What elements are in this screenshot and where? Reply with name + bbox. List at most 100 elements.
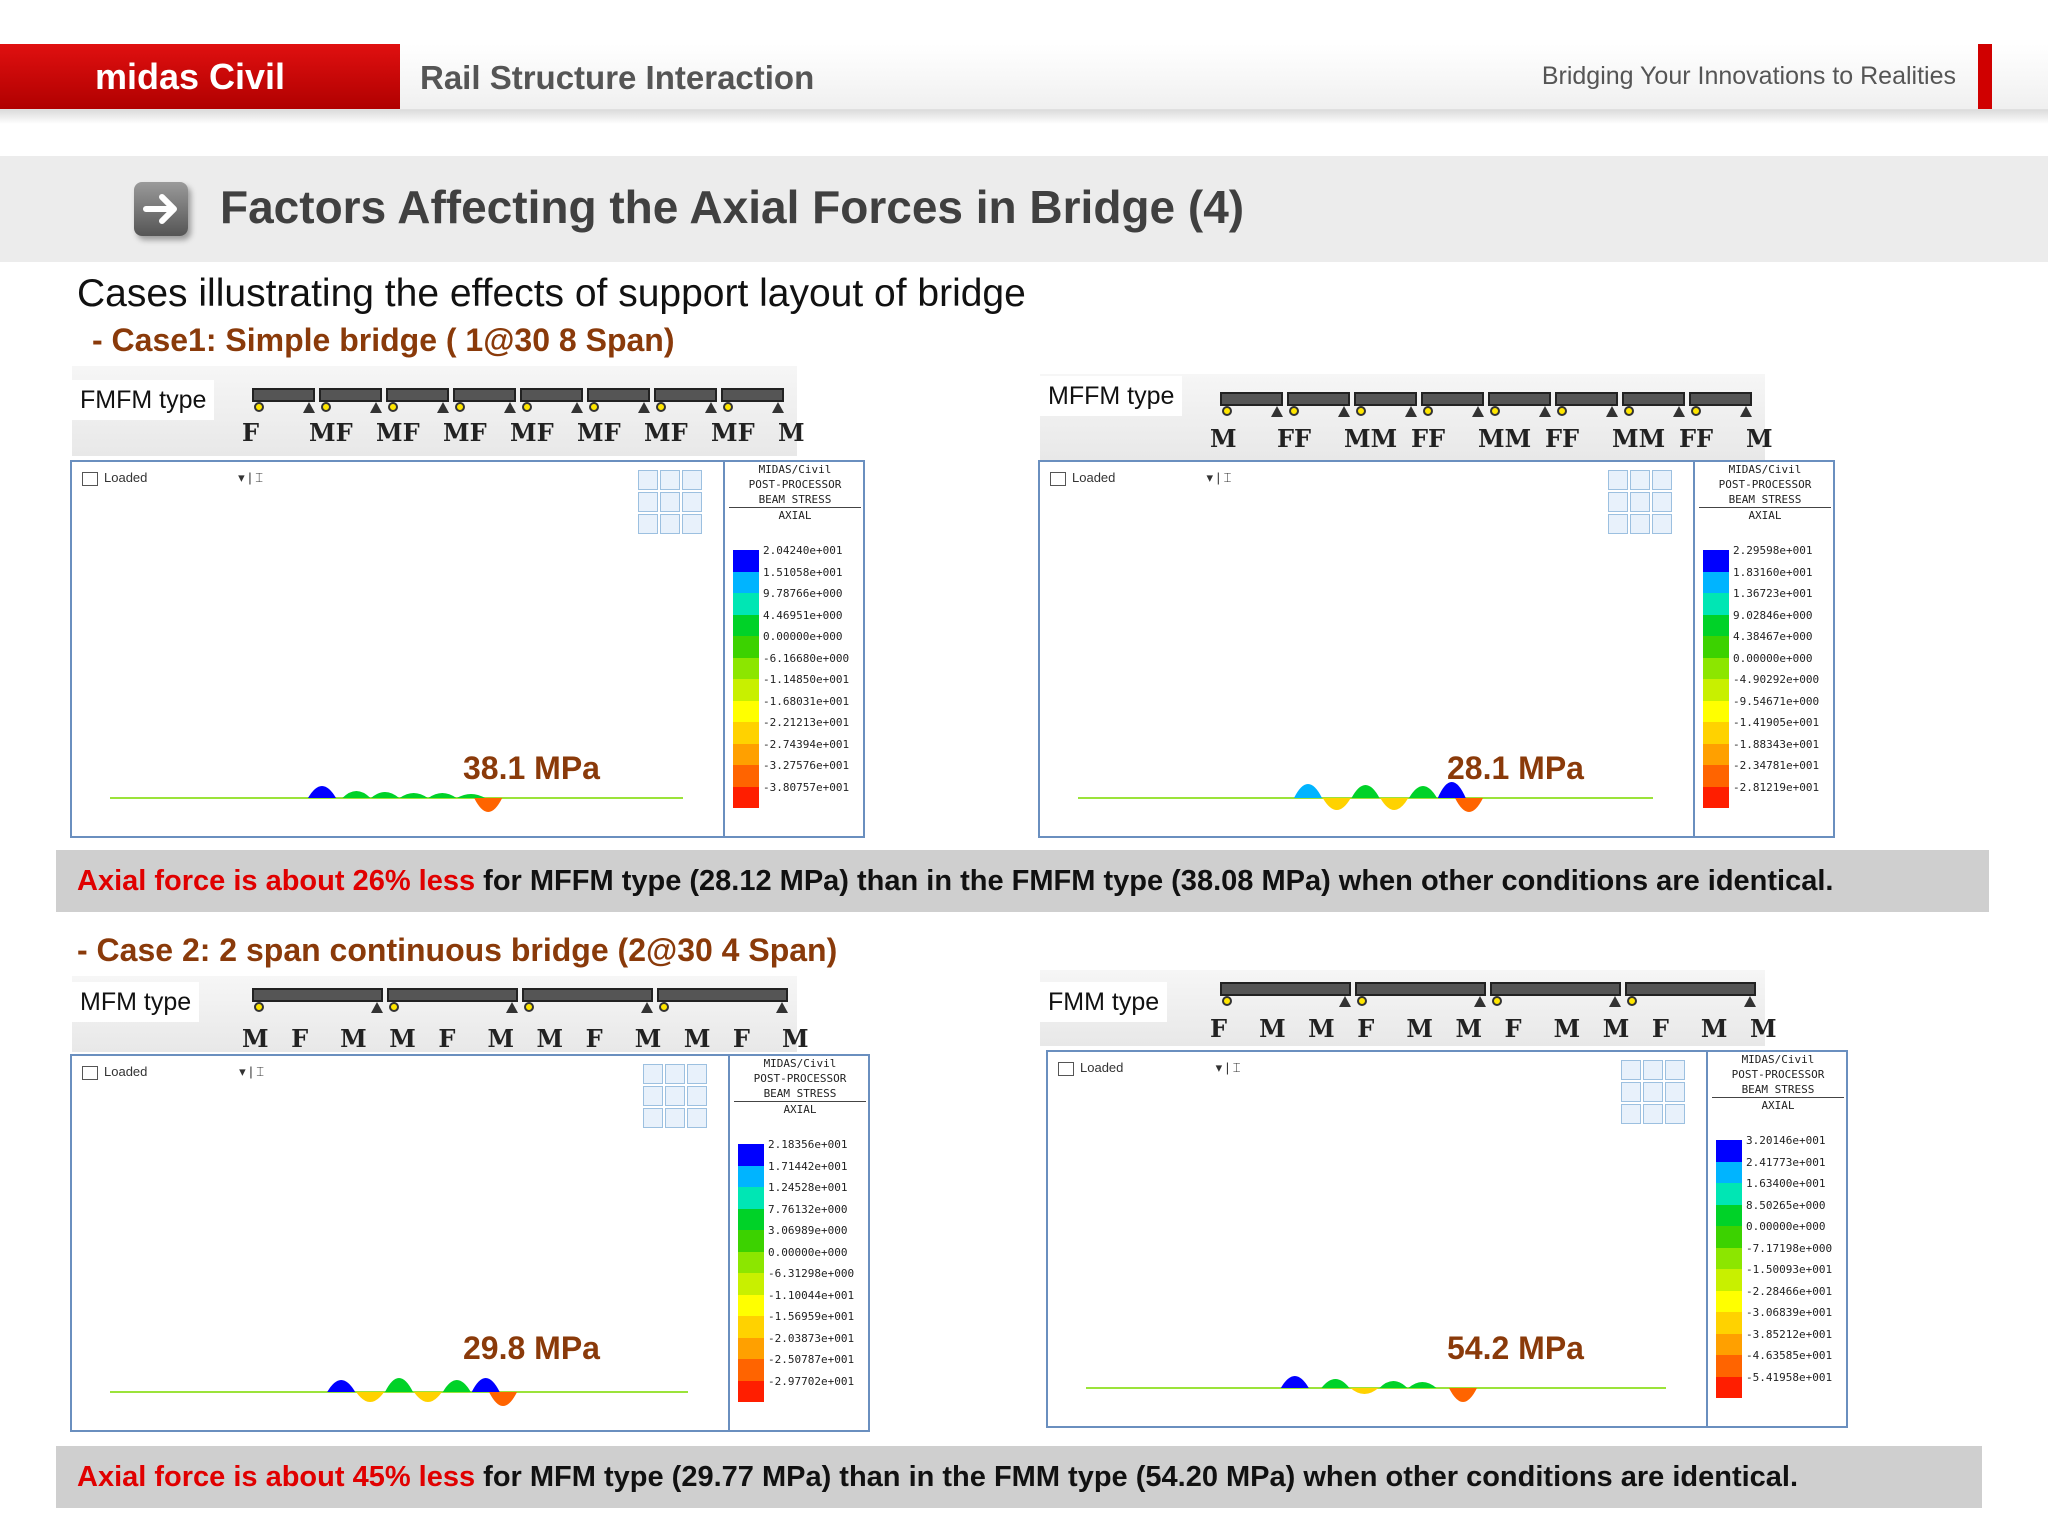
legend-color-swatch [1716,1290,1742,1312]
stress-peak [1455,798,1483,812]
view-cube-face [1652,492,1672,512]
legend-divider [729,507,861,508]
legend-color-swatch [738,1380,764,1402]
view-cube-face [687,1064,707,1084]
legend-value: 0.00000e+000 [1746,1220,1826,1233]
legend-color-swatch [733,679,759,701]
view-cube-icon[interactable] [1621,1060,1685,1124]
loaded-indicator: Loaded [82,1064,147,1080]
view-cube-face [682,470,702,490]
load-case-dropdown-icon[interactable]: ▾ | ⌶ [1206,470,1232,485]
max-stress-label: 29.8 MPa [463,1330,600,1366]
view-cube-face [687,1086,707,1106]
legend-value: -1.10044e+001 [768,1288,855,1302]
support-type-label: M [683,1024,711,1053]
legend-color-swatch [733,614,759,636]
legend-header-line: POST-PROCESSOR [1718,478,1812,491]
load-case-dropdown-icon[interactable]: ▾ | ⌶ [1215,1060,1241,1075]
fixed-support-icon [371,1002,383,1013]
legend-color-swatch [733,743,759,765]
support-type-label: MF [443,418,487,447]
movable-support-icon [1222,406,1232,416]
movable-support-icon [589,402,599,412]
stress-panel-mfm: MIDAS/Civil POST-PROCESSOR BEAM STRESS AXIA… [70,1054,870,1432]
view-cube-face [1665,1060,1685,1080]
view-cube-icon[interactable] [643,1064,707,1128]
legend-value: 4.38467e+000 [1733,630,1813,643]
girder-span [1354,392,1417,406]
view-cube-face [660,492,680,512]
fixed-support-icon [1271,406,1283,417]
stress-peak [327,1380,356,1392]
stress-peak [442,1380,471,1392]
support-type-label: FF [1545,424,1580,453]
legend-color-swatch [733,765,759,787]
stress-peak [371,792,400,798]
view-cube-face [643,1064,663,1084]
stress-peak [1380,798,1409,810]
loaded-indicator: Loaded [82,470,147,486]
fixed-support-icon [437,402,449,413]
conclusion-highlight: Axial force is about 45% less [77,1461,476,1493]
legend-value: -3.27576e+001 [763,759,850,772]
stress-legend: MIDAS/Civil POST-PROCESSOR BEAM STRESS AXIA… [728,1056,870,1430]
girder-span [1421,392,1484,406]
legend-color-swatch [1703,593,1729,615]
legend-color-swatch [738,1230,764,1252]
legend-color-swatch [738,1165,764,1187]
view-cube-icon[interactable] [1608,470,1672,534]
type-label: MFM type [72,982,200,1022]
support-type-label: M [487,1024,515,1053]
legend-color-swatch [738,1144,764,1166]
stress-panel-fmm: MIDAS/Civil POST-PROCESSOR BEAM STRESS AXIA… [1046,1050,1848,1428]
view-cube-face [1608,514,1628,534]
load-case-dropdown-icon[interactable]: ▾ | ⌶ [239,1064,265,1079]
support-type-label: MM [1344,424,1398,453]
legend-color-swatch [1703,571,1729,593]
view-cube-face [638,470,658,490]
fixed-support-icon [1539,406,1551,417]
legend-value: -2.81219e+001 [1733,780,1820,794]
view-cube-face [1665,1082,1685,1102]
app-title: Rail Structure Interaction [420,59,815,96]
support-type-label: F [291,1024,309,1053]
support-type-label: MM [1478,424,1532,453]
legend-value: 7.76132e+000 [768,1202,848,1216]
stress-peak [1294,784,1322,798]
movable-support-icon [656,402,666,412]
legend-color-swatch [738,1337,764,1359]
legend-color-swatch [733,722,759,744]
support-type-label: MF [510,418,554,447]
support-type-label: M [1406,1014,1433,1043]
stress-peak [399,793,428,798]
load-case-dropdown-icon[interactable]: ▾ | ⌶ [238,470,264,485]
tagline: Bridging Your Innovations to Realities [1541,62,1956,90]
girder-span [1555,392,1618,406]
fixed-support-icon [303,402,315,413]
movable-support-icon [1691,406,1701,416]
legend-color-swatch [1716,1247,1742,1269]
legend-color-swatch [738,1251,764,1273]
stress-peak [428,793,457,798]
view-cube-icon[interactable] [638,470,702,534]
support-type-label: F [585,1024,603,1053]
legend-value: -4.63585e+001 [1746,1349,1833,1362]
movable-support-icon [1357,996,1367,1006]
support-type-label: MF [376,418,420,447]
type-label: FMFM type [72,380,215,420]
stress-peak [1322,798,1351,810]
girder-span [1625,982,1756,996]
header-shadow [0,110,2048,124]
support-type-label: M [1750,1014,1777,1043]
stress-peak [308,786,337,798]
legend-color-swatch [1716,1269,1742,1291]
legend-color-swatch [733,571,759,593]
fixed-support-icon [705,402,717,413]
legend-value: 1.71442e+001 [768,1159,848,1173]
support-type-label: FF [1679,424,1714,453]
stress-legend: MIDAS/Civil POST-PROCESSOR BEAM STRESS AXIA… [1706,1052,1848,1426]
type-label: MFFM type [1040,376,1183,416]
legend-color-swatch [738,1273,764,1295]
legend-value: 1.51058e+001 [763,565,843,579]
